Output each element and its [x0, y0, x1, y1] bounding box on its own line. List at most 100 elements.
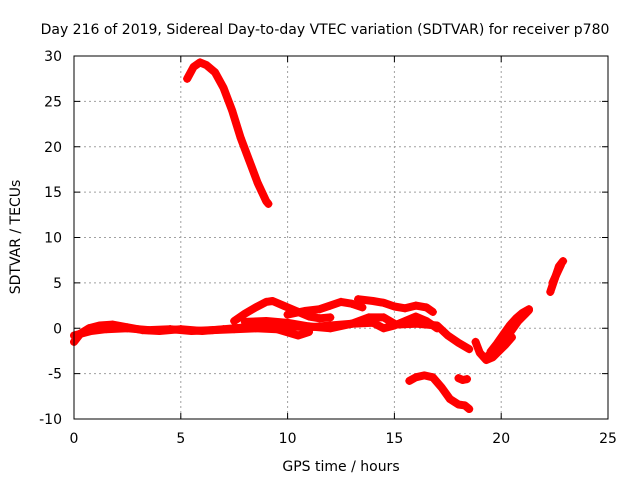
data-point-marker: [272, 325, 281, 334]
y-tick-label: 25: [44, 94, 62, 110]
data-point-marker: [337, 297, 345, 306]
data-point-marker: [422, 303, 431, 312]
data-point-marker: [411, 312, 420, 321]
chart-title: Day 216 of 2019, Sidereal Day-to-day VTE…: [41, 22, 610, 38]
data-point-marker: [364, 313, 373, 322]
data-point-marker: [87, 326, 96, 335]
data-point-marker: [548, 278, 557, 287]
data-point-marker: [245, 156, 254, 165]
series-arc-15: [548, 260, 566, 287]
data-point-marker: [264, 199, 273, 208]
x-tick-label: 20: [492, 431, 510, 447]
axis-ticks: 0 5 10 15 20 25 -10 -5 0 5 10 15 20 25 30: [39, 49, 617, 447]
data-point-marker: [411, 373, 420, 382]
series-arc-13: [486, 305, 533, 356]
data-point-marker: [454, 374, 463, 383]
x-tick-label: 15: [385, 431, 403, 447]
series-arc-10: [454, 374, 472, 384]
data-point-marker: [420, 371, 429, 380]
y-axis-label: SDTVAR / TECUs: [8, 180, 24, 295]
data-point-marker: [379, 298, 388, 307]
data-point-marker: [443, 331, 452, 340]
data-point-marker: [189, 62, 198, 71]
data-point-marker: [251, 324, 260, 333]
data-point-marker: [428, 373, 437, 382]
data-point-marker: [300, 307, 309, 316]
series-arc-3: [183, 58, 273, 208]
data-point-marker: [166, 325, 175, 334]
data-point-marker: [230, 325, 239, 334]
data-point-marker: [315, 314, 324, 323]
y-tick-label: -5: [48, 367, 62, 383]
data-point-marker: [304, 322, 313, 331]
data-point-marker: [347, 299, 356, 308]
data-point-marker: [253, 179, 262, 188]
data-point-marker: [283, 310, 292, 319]
y-tick-label: -10: [39, 412, 62, 428]
data-point-marker: [524, 305, 533, 314]
y-tick-label: 30: [44, 49, 62, 65]
data-point-marker: [144, 326, 153, 335]
data-point-marker: [460, 401, 469, 410]
y-tick-label: 20: [44, 140, 62, 156]
data-point-marker: [505, 321, 514, 330]
data-point-marker: [326, 324, 335, 333]
x-tick-label: 10: [279, 431, 297, 447]
data-point-marker: [358, 303, 367, 312]
data-point-marker: [546, 287, 555, 296]
data-point-marker: [354, 295, 363, 304]
data-point-marker: [492, 339, 501, 348]
series-arc-8: [390, 319, 474, 354]
data-point-marker: [411, 301, 420, 310]
data-point-marker: [390, 302, 399, 311]
series-arc-2: [70, 324, 313, 340]
data-point-marker: [428, 307, 437, 316]
data-point-marker: [102, 325, 111, 334]
data-point-marker: [196, 58, 205, 67]
series-arc-6: [283, 297, 367, 319]
data-point-marker: [512, 314, 521, 323]
data-point-marker: [433, 321, 442, 330]
y-tick-label: 10: [44, 231, 62, 247]
grid: [74, 56, 608, 419]
data-point-marker: [552, 269, 561, 278]
data-point-marker: [518, 308, 527, 317]
data-point-marker: [390, 320, 399, 329]
data-point-marker: [268, 297, 277, 306]
data-point-marker: [458, 375, 467, 384]
data-point-marker: [369, 297, 378, 306]
data-point-marker: [240, 317, 249, 326]
data-point-marker: [208, 326, 217, 335]
data-point-marker: [454, 338, 463, 347]
x-tick-label: 25: [599, 431, 617, 447]
data-point-marker: [411, 319, 420, 328]
data-point-marker: [315, 305, 324, 314]
data-point-marker: [279, 301, 288, 310]
data-point-marker: [379, 324, 388, 333]
data-point-marker: [294, 331, 303, 340]
y-tick-label: 15: [44, 185, 62, 201]
data-point-marker: [401, 304, 410, 313]
series-arc-9: [405, 371, 474, 414]
data-point-marker: [437, 383, 446, 392]
data-point-marker: [499, 330, 508, 339]
series-arc-7: [354, 295, 437, 316]
data-point-marker: [405, 376, 414, 385]
data-series: [70, 58, 568, 414]
data-point-marker: [262, 316, 271, 325]
data-point-marker: [471, 337, 480, 346]
data-point-marker: [379, 313, 388, 322]
series-arc-5: [240, 313, 399, 333]
data-point-marker: [465, 345, 474, 354]
data-point-marker: [326, 301, 335, 310]
data-point-marker: [123, 324, 132, 333]
data-point-marker: [463, 375, 472, 384]
data-point-marker: [236, 133, 245, 142]
data-point-marker: [454, 400, 463, 409]
data-point-marker: [228, 106, 237, 115]
series-line: [183, 58, 273, 208]
x-tick-label: 0: [70, 431, 79, 447]
data-point-marker: [283, 318, 292, 327]
data-point-marker: [219, 83, 228, 92]
